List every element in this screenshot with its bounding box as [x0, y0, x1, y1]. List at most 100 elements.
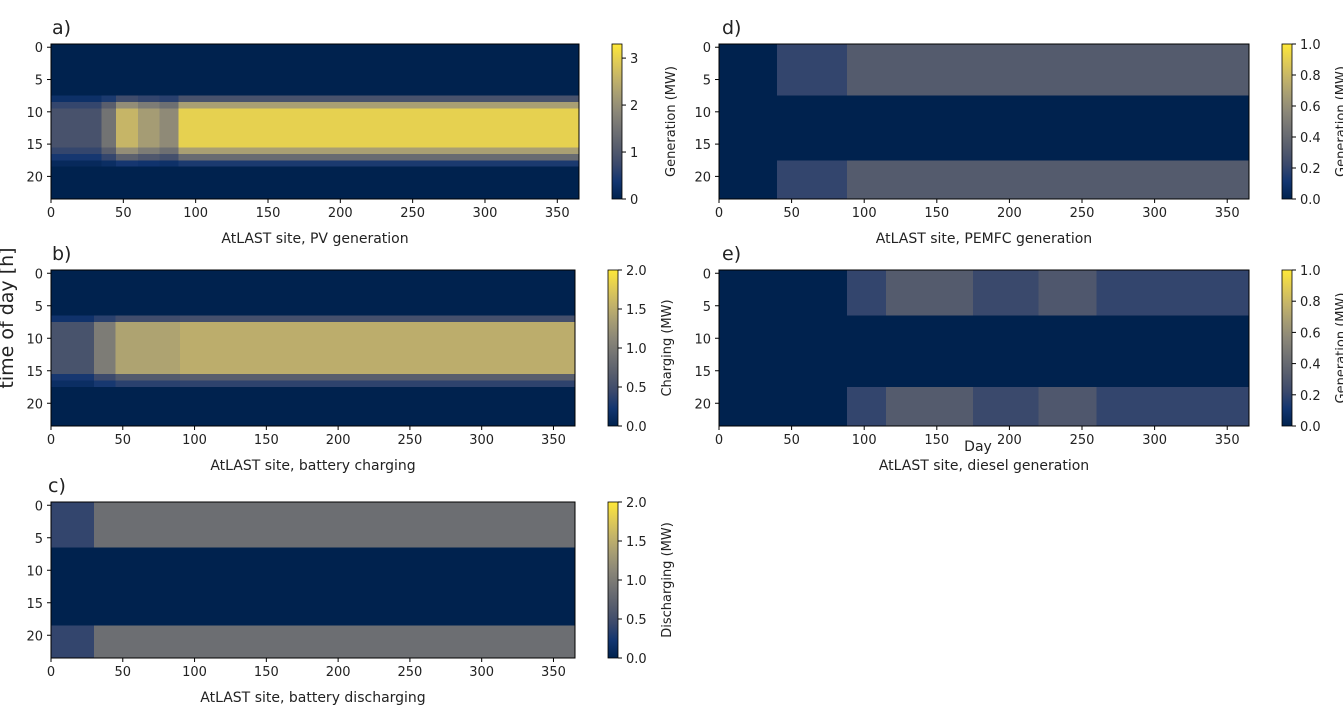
heatmap-cell — [178, 44, 580, 97]
y-tick-label: 15 — [694, 138, 711, 153]
heatmap-cell — [94, 502, 576, 548]
x-tick-label: 200 — [326, 433, 351, 448]
heatmap-cell — [94, 374, 117, 381]
heatmap-cell — [94, 547, 576, 626]
x-tick-label: 250 — [397, 433, 422, 448]
heatmap-cell — [159, 147, 179, 155]
heatmap-cell — [1038, 270, 1098, 316]
y-tick-label: 15 — [26, 365, 43, 380]
colorbar-tick-label: 0.4 — [1300, 358, 1321, 373]
x-tick-label: 100 — [182, 665, 207, 680]
heatmap-cell — [159, 153, 179, 161]
heatmap-cell — [180, 322, 576, 375]
x-tick-label: 350 — [1215, 206, 1240, 221]
heatmap-cell — [137, 44, 160, 97]
colorbar-tick-label: 0.2 — [1300, 162, 1321, 177]
x-axis-label-a: AtLAST site, PV generation — [221, 231, 408, 247]
x-axis-label-e: AtLAST site, diesel generation — [879, 458, 1089, 474]
heatmap-cell — [719, 387, 848, 427]
x-tick-label: 250 — [397, 665, 422, 680]
heatmap-cells-e — [719, 270, 1250, 427]
panel-label-d: d) — [722, 17, 741, 39]
heatmap-cell — [180, 387, 576, 427]
heatmap-cell — [719, 44, 778, 97]
colorbar-tick-label: 2.0 — [626, 264, 647, 279]
heatmap-cell — [178, 166, 580, 200]
plot-frame-a — [50, 43, 580, 200]
x-tick-label: 250 — [1070, 433, 1095, 448]
heatmap-cell — [101, 95, 117, 103]
panel-label-c: c) — [48, 475, 66, 497]
x-tick-label: 50 — [115, 206, 132, 221]
heatmap-cell — [159, 102, 179, 110]
colorbar-tick-label: 0.8 — [1300, 295, 1321, 310]
x-tick-label: 100 — [182, 433, 207, 448]
x-tick-label: 150 — [256, 206, 281, 221]
y-tick-label: 20 — [26, 397, 43, 412]
y-tick-label: 15 — [26, 597, 43, 612]
y-tick-label: 0 — [703, 267, 711, 282]
heatmap-cells-a — [51, 44, 580, 200]
colorbar-tick-label: 3 — [630, 52, 638, 67]
colorbar-tick-label: 0 — [630, 193, 638, 208]
x-tick-label: 50 — [115, 433, 132, 448]
heatmap-cell — [115, 380, 181, 388]
heatmap-cell — [137, 95, 160, 103]
colorbar-tick-label: 0.6 — [1300, 100, 1321, 115]
y-tick-label: 15 — [694, 365, 711, 380]
shared-day-label: Day — [964, 439, 992, 455]
heatmap-cells-d — [719, 44, 1250, 200]
heatmap-cell — [159, 95, 179, 103]
y-tick-label: 5 — [703, 300, 711, 315]
x-tick-label: 350 — [541, 665, 566, 680]
y-tick-label: 10 — [694, 106, 711, 121]
heatmap-cell — [885, 387, 974, 427]
panel-label-e: e) — [722, 243, 741, 265]
heatmap-cell — [116, 108, 139, 148]
heatmap-cell — [94, 315, 117, 323]
x-tick-label: 200 — [997, 433, 1022, 448]
heatmap-cell — [137, 160, 160, 168]
heatmap-cell — [101, 147, 117, 155]
colorbar-tick-label: 1.0 — [626, 342, 647, 357]
heatmap-cell — [101, 166, 117, 200]
heatmap-cell — [1096, 270, 1250, 316]
heatmap-cell — [846, 44, 1250, 97]
heatmap-cell — [973, 270, 1039, 316]
heatmap-cell — [51, 160, 103, 168]
heatmap-cell — [973, 387, 1039, 427]
heatmap-cell — [846, 160, 1250, 200]
heatmap-cell — [101, 44, 117, 97]
heatmap-cell — [101, 102, 117, 110]
heatmap-cell — [178, 95, 580, 103]
x-tick-label: 200 — [328, 206, 353, 221]
heatmap-cell — [719, 95, 778, 161]
y-tick-label: 20 — [26, 629, 43, 644]
x-tick-label: 0 — [715, 206, 723, 221]
heatmap-cell — [94, 270, 117, 316]
heatmap-cell — [846, 270, 887, 316]
panel-c: c) 0 50 100 150 200 250 300 350 0 5 10 15 20 AtLAST si… — [26, 475, 675, 706]
heatmap-cell — [51, 44, 103, 97]
x-tick-label: 200 — [326, 665, 351, 680]
colorbar-tick-label: 0.0 — [1300, 193, 1321, 208]
plot-frame-b — [50, 269, 576, 427]
colorbar-tick-label: 1.5 — [626, 303, 647, 318]
colorbar-tick-label: 2.0 — [626, 496, 647, 511]
heatmap-cell — [51, 108, 103, 148]
colorbar-tick-label: 0.5 — [626, 381, 647, 396]
heatmap-cell — [180, 374, 576, 381]
y-tick-label: 0 — [703, 41, 711, 56]
panel-e: e) 0 50 100 150 200 250 300 350 0 5 10 15 20 AtLAST si… — [694, 243, 1343, 474]
plot-frame-d — [718, 43, 1250, 200]
heatmap-cell — [159, 160, 179, 168]
heatmap-cell — [115, 387, 181, 427]
colorbar-tick-label: 1.5 — [626, 535, 647, 550]
heatmap-cell — [885, 315, 974, 388]
x-tick-label: 50 — [783, 206, 800, 221]
heatmap-cell — [159, 108, 179, 148]
heatmap-cell — [777, 95, 848, 161]
colorbar-tick-label: 0.8 — [1300, 69, 1321, 84]
heatmap-cell — [719, 315, 848, 388]
